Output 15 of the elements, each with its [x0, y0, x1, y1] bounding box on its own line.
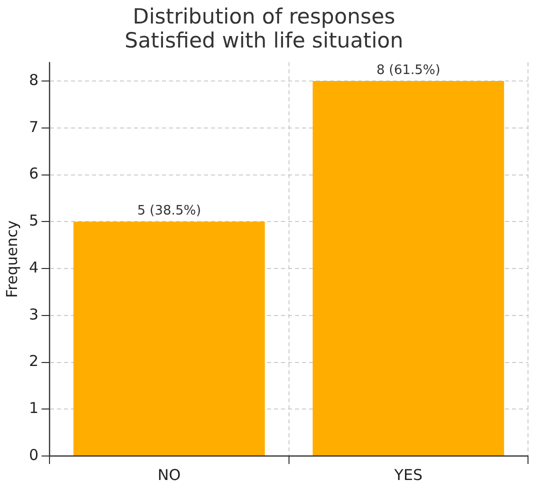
y-tick-label: 3 [28, 305, 39, 324]
y-tick-label: 2 [28, 352, 39, 370]
y-axis-title: Frequency [2, 220, 21, 298]
data-label: 5 (38.5%) [137, 204, 202, 219]
y-tick-label: 4 [28, 258, 39, 276]
y-tick-label: 8 [28, 70, 39, 89]
y-tick-label: 1 [28, 399, 39, 418]
x-tick-label: NO [158, 466, 181, 484]
chart-title: Distribution of responses Satisfied with life situation [124, 4, 404, 53]
y-tick-label: 5 [28, 212, 39, 230]
data-label: 8 (61.5%) [376, 62, 440, 78]
y-tick-label: 0 [28, 446, 39, 464]
x-tick-label: YES [393, 466, 422, 484]
y-tick-label: 6 [28, 164, 39, 183]
y-tick-label: 7 [28, 118, 39, 136]
